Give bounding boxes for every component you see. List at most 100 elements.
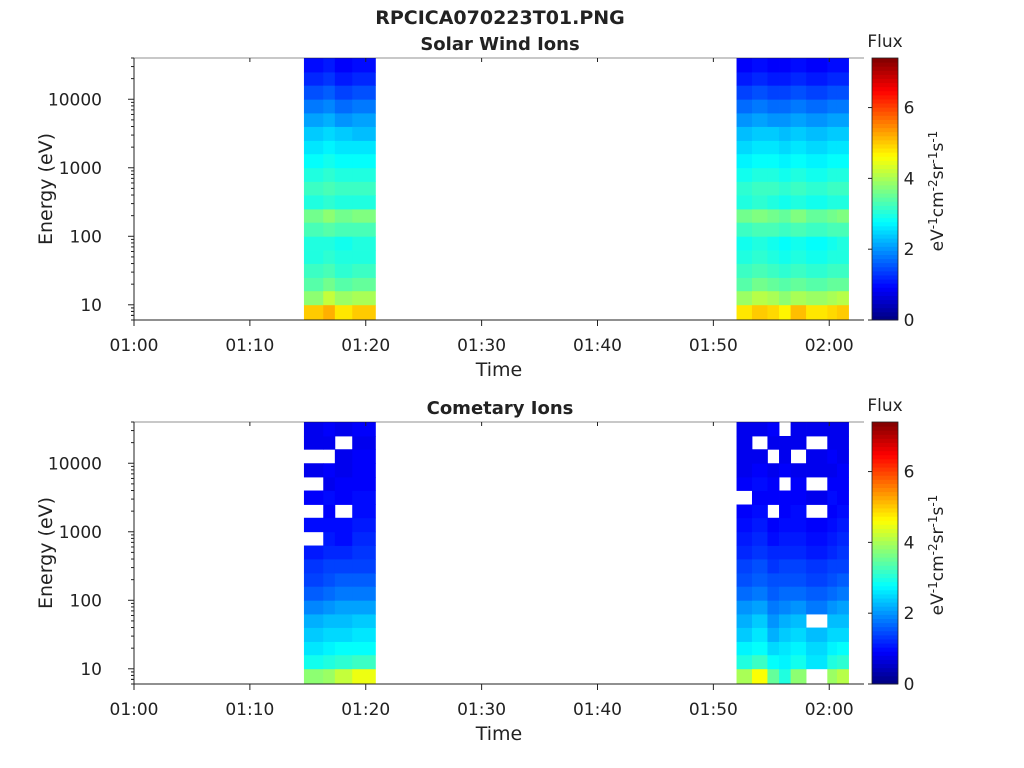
heatmap-cell [352,85,376,100]
heatmap-cell [767,290,780,306]
heatmap-cell [323,126,336,141]
heatmap-cell [751,504,768,519]
colorbar-band [872,667,898,673]
heatmap-cell [751,463,768,478]
heatmap-cell [303,85,324,100]
colorbar-band [872,127,898,133]
heatmap-cell [790,126,807,141]
heatmap-cell [323,627,336,642]
heatmap-cell [767,586,780,601]
heatmap-cell [779,58,792,73]
colorbar-band [872,512,898,517]
heatmap-cell [751,263,768,278]
heatmap-cell [790,504,807,519]
heatmap-cell [323,85,336,100]
heatmap-cell [827,422,838,437]
colorbar-band [872,66,898,71]
heatmap-cell [352,113,376,127]
heatmap-cell [779,222,792,237]
colorbar-band [872,143,898,149]
heatmap-cell [303,113,324,127]
colorbar-band [872,602,898,607]
colorbar-band [872,201,898,206]
heatmap-cell [767,209,780,223]
heatmap-cell [836,641,849,656]
heatmap-cell [352,236,376,251]
heatmap-cell [736,668,753,685]
heatmap-cell [827,600,838,615]
heatmap-cell [779,545,792,560]
figure-title: RPCICA070223T01.PNG [375,7,625,29]
heatmap-cell [790,250,807,264]
heatmap-cell [303,545,324,560]
heatmap-cell [323,477,336,491]
heatmap-cell [334,209,353,223]
heatmap-cell [806,573,828,587]
heatmap-cell [352,167,376,182]
heatmap-cell [751,304,768,321]
heatmap-cell [352,477,376,491]
colorbar-band [872,638,898,644]
heatmap [303,58,849,321]
colorbar-band [872,479,898,484]
heatmap-cell [806,641,828,656]
colorbar-band [872,606,898,611]
heatmap-cell [790,573,807,587]
heatmap-cell [751,250,768,264]
heatmap-cell [836,236,849,251]
heatmap-cell [303,654,324,670]
colorbar: 0 2 4 6 Flux eV-1cm-2sr-1s-1 [867,32,948,331]
heatmap-cell [751,559,768,574]
x-tick-label: 01:20 [341,336,390,356]
heatmap-cell [827,490,838,505]
x-axis-label: Time [475,359,523,381]
heatmap-cell [827,668,838,685]
heatmap-cell [779,304,792,321]
heatmap-cell [736,504,753,519]
heatmap-cell [352,600,376,615]
colorbar-band [872,516,898,521]
heatmap-cell [303,140,324,155]
heatmap-cell [751,85,768,100]
heatmap-cell [334,181,353,196]
colorbar-band [872,94,898,100]
heatmap-cell [806,627,828,642]
heatmap-cell [790,559,807,574]
heatmap-cell [767,435,780,450]
panel-title: Solar Wind Ions [420,34,579,55]
colorbar-band [872,111,898,116]
heatmap-cell [334,586,353,601]
colorbar-band [872,471,898,476]
heatmap-cell [806,490,828,505]
heatmap-cell [736,85,753,100]
heatmap-cell [790,277,807,292]
heatmap-cell [334,477,353,491]
heatmap-cell [827,559,838,574]
heatmap-cell [751,71,768,86]
heatmap-cell [767,263,780,278]
heatmap-cell [790,531,807,546]
heatmap-cell [751,641,768,656]
heatmap-cell [779,531,792,546]
heatmap-cell [767,236,780,251]
heatmap-cell [836,422,849,437]
heatmap-cell [767,58,780,73]
heatmap-cell [323,668,336,685]
heatmap-cell [790,167,807,182]
colorbar-band [872,238,898,243]
heatmap-cell [767,531,780,546]
colorbar-band [872,213,898,219]
y-tick-label: 1000 [59,159,102,179]
heatmap-cell [767,573,780,587]
y-tick-label: 10 [80,296,102,316]
heatmap-cell [779,140,792,155]
heatmap-cell [323,236,336,251]
heatmap-cell [751,449,768,464]
heatmap-cell [827,195,838,210]
heatmap-cell [303,58,324,73]
heatmap-cell [303,435,324,450]
heatmap-cell [827,113,838,127]
colorbar-band [872,585,898,591]
heatmap-cell [790,140,807,155]
colorbar-tick-label: 0 [904,311,915,331]
